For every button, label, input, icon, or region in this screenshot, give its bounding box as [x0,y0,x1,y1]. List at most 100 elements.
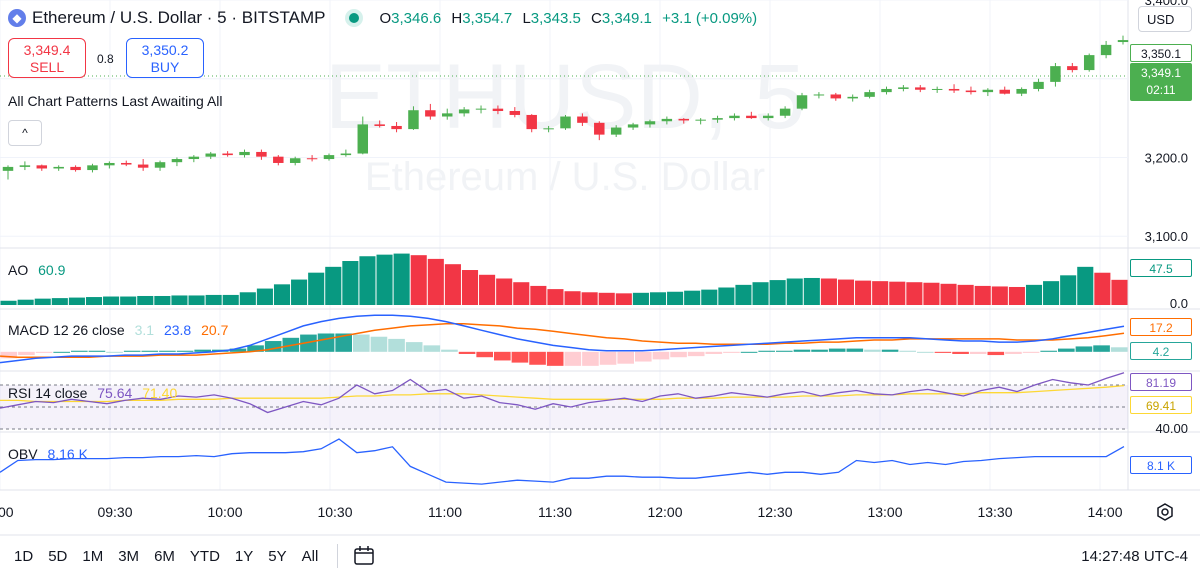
ao-bar [769,280,786,305]
rsi-value: 75.64 [97,385,133,401]
candle [273,155,284,166]
candle [1117,35,1129,45]
obv-legend[interactable]: OBV 8.16 K [8,446,88,462]
collapse-legend-button[interactable]: ^ [8,120,42,146]
range-ytd[interactable]: YTD [189,547,220,565]
candle-body [712,118,723,120]
ao-bar [0,300,17,305]
ao-legend[interactable]: AO 60.9 [8,262,65,278]
candle [340,149,352,157]
ao-bar [1111,279,1128,305]
date-range-bar: 1D 5D 1M 3M 6M YTD 1Y 5Y All [14,544,376,568]
candle [222,151,233,157]
candle-body [526,114,537,130]
macd-hist-bar [1110,347,1128,352]
candle [999,86,1010,95]
candle-body [965,90,977,93]
candle-body [779,108,791,116]
open-label: O [379,9,392,27]
ao-bar [615,293,632,305]
macd-hist-bar [388,338,405,352]
candle-body [104,162,115,166]
candle-body [577,116,588,123]
candle [560,114,571,130]
range-3m[interactable]: 3M [118,547,140,565]
symbol-title[interactable]: Ethereum / U.S. Dollar · 5 · BITSTAMP [32,8,326,27]
macd-hist-bar [353,334,370,352]
candle [509,107,521,118]
currency-select[interactable]: USD [1138,6,1192,32]
macd-hist-bar [229,348,247,352]
buy-button[interactable]: 3,350.2 BUY [126,38,204,78]
indicator-legend[interactable]: All Chart Patterns Last Awaiting All [8,93,223,109]
ao-bar [17,299,34,305]
candle [847,94,858,102]
candle [1067,62,1078,73]
candle [644,119,656,128]
ao-bar [308,272,325,305]
macd-line [0,314,1125,364]
candle-body [881,88,892,93]
price-tick-label: 3,100.0 [1145,229,1188,244]
candle [948,84,960,93]
candle-body [205,153,216,157]
rsi-ma-tag: 69.41 [1130,396,1192,414]
candle [695,118,706,125]
candle [661,116,673,125]
gear-icon[interactable] [1155,502,1175,522]
candle-body [391,125,402,130]
macd-hist-bar [247,345,264,352]
macd-hist-bar [934,351,952,353]
macd-hist-bar [670,351,687,358]
ao-bar [376,254,393,305]
range-1y[interactable]: 1Y [234,547,254,565]
last-price-value: 3,349.1 [1140,66,1182,80]
macd-hist-bar [811,349,828,352]
ao-bar [188,295,205,305]
candle [965,86,977,95]
timezone-clock[interactable]: 14:27:48 UTC-4 [1081,548,1188,565]
ao-bar [461,270,479,305]
range-1m[interactable]: 1M [82,547,104,565]
ao-bar [410,255,427,305]
macd-hist-bar [476,351,493,358]
time-tick-label: 10:00 [207,504,242,520]
macd-hist-bar [370,336,388,352]
candle-body [931,88,943,90]
ao-bar [427,258,444,305]
price-axis[interactable]: 3,100.03,200.03,300.03,400.0 [1145,0,1188,244]
calendar-range-icon[interactable] [352,545,376,567]
ao-bar [752,282,769,305]
candle-body [306,158,318,160]
range-5d[interactable]: 5D [48,547,68,565]
candle [425,103,436,120]
candle-body [171,159,183,163]
time-axis[interactable]: 00 09:30 10:00 10:30 11:00 11:30 12:00 12:30 13:… [0,504,1123,520]
candle-body [492,108,504,112]
macd-hist-bar [599,351,617,365]
range-6m[interactable]: 6M [154,547,175,565]
candle [1016,87,1027,97]
candle [239,149,250,158]
sell-button[interactable]: 3,349.4 SELL [8,38,86,78]
macd-hist-bar [740,351,758,353]
range-all[interactable]: All [301,547,319,565]
macd-hist-tag: 4.2 [1130,342,1192,360]
ao-bar [684,290,701,305]
macd-signal-value: 20.7 [201,322,229,338]
macd-line-value: 23.8 [163,322,192,338]
candle [289,156,301,166]
chevron-up-icon: ^ [22,126,28,140]
macd-hist-bar [1040,350,1057,352]
macd-legend[interactable]: MACD 12 26 close 3.1 23.8 20.7 [8,322,228,338]
range-5y[interactable]: 5Y [268,547,287,565]
ao-bar [342,261,359,305]
range-1d[interactable]: 1D [14,547,34,565]
ao-bar [923,282,940,305]
candle-body [289,158,301,163]
rsi-legend[interactable]: RSI 14 close 75.64 71.40 [8,385,177,401]
macd-hist-bar [1005,351,1022,354]
candle [610,125,622,137]
macd-hist-bar [582,351,599,366]
